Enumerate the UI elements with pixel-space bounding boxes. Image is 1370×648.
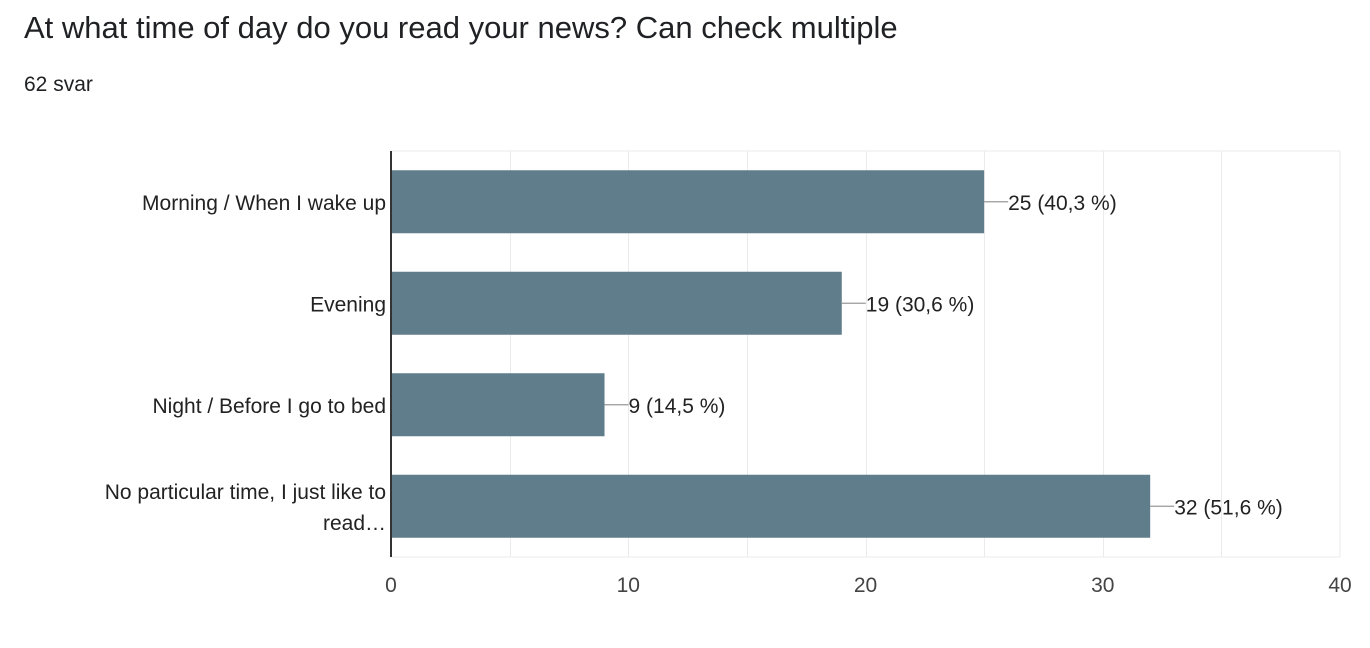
x-tick-label: 0 <box>385 574 397 597</box>
response-count: 62 svar <box>24 73 93 96</box>
x-tick-label: 10 <box>617 574 640 597</box>
category-label-line: read… <box>323 512 386 535</box>
value-label-2: 9 (14,5 %) <box>629 395 726 418</box>
bar-2 <box>391 373 605 437</box>
category-label-line: Morning / When I wake up <box>142 192 386 215</box>
category-label-line: Evening <box>310 293 386 316</box>
category-label-1: Evening <box>310 293 386 316</box>
category-label-3: No particular time, I just like to read… <box>105 481 386 535</box>
category-label-0: Morning / When I wake up <box>142 192 386 215</box>
x-tick-label: 20 <box>854 574 877 597</box>
category-label-2: Night / Before I go to bed <box>153 395 386 418</box>
bar-1 <box>391 271 842 335</box>
bar-3 <box>391 474 1151 538</box>
x-tick-label: 30 <box>1091 574 1114 597</box>
category-label-line: Night / Before I go to bed <box>153 395 386 418</box>
value-label-3: 32 (51,6 %) <box>1174 496 1283 519</box>
chart-title: At what time of day do you read your new… <box>24 10 898 45</box>
value-label-1: 19 (30,6 %) <box>866 293 975 316</box>
x-tick-label: 40 <box>1328 574 1351 597</box>
bar-0 <box>391 170 985 234</box>
category-label-line: No particular time, I just like to <box>105 481 386 504</box>
value-label-0: 25 (40,3 %) <box>1008 192 1117 215</box>
